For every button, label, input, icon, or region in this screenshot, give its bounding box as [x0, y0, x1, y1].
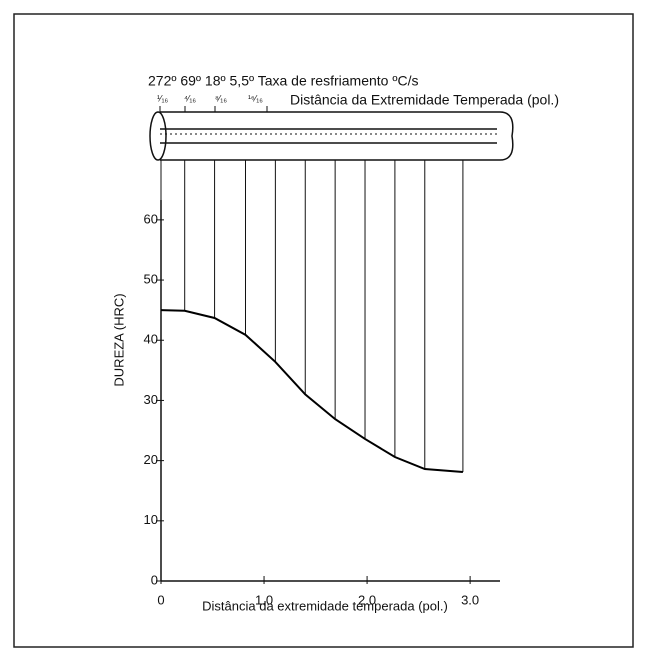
y-axis-label: DUREZA (HRC) — [111, 293, 126, 386]
frame — [13, 13, 634, 648]
annotation: 272º 69º 18º 5,5º Taxa de resfriamento º… — [148, 73, 418, 89]
y-tick-label: 0 — [151, 572, 158, 587]
x-tick-label: 3.0 — [461, 592, 479, 607]
y-tick-label: 40 — [144, 332, 158, 347]
fraction: ¹⁶⁄₁₆ — [248, 93, 263, 103]
y-tick-label: 60 — [144, 211, 158, 226]
x-tick-label: 1.0 — [255, 592, 273, 607]
x-tick-label: 2.0 — [358, 592, 376, 607]
fraction: ⁸⁄₁₆ — [215, 93, 227, 103]
specimen — [149, 106, 514, 161]
y-tick-label: 10 — [144, 512, 158, 527]
y-tick-label: 50 — [144, 271, 158, 286]
x-tick-label: 0 — [157, 592, 164, 607]
y-tick-label: 20 — [144, 452, 158, 467]
fraction: ¹⁄₁₆ — [157, 93, 169, 103]
fraction: ⁴⁄₁₆ — [184, 93, 196, 103]
hardness-curve — [160, 309, 463, 474]
y-tick-label: 30 — [144, 392, 158, 407]
annotation: Distância da Extremidade Temperada (pol.… — [290, 92, 559, 108]
x-axis-label: Distância da extremidade temperada (pol.… — [202, 598, 448, 613]
